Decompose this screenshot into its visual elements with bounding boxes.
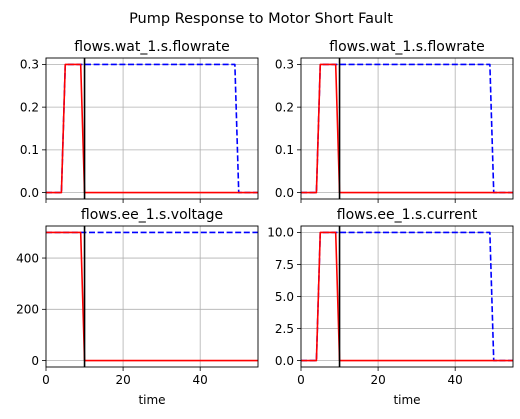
y-tick-label: 0 [31, 354, 39, 368]
y-tick-label: 5.0 [275, 290, 294, 304]
x-tick-label: 40 [448, 373, 463, 387]
faulty-series-line [46, 231, 258, 362]
nominal-series-line [301, 63, 513, 194]
y-tick-label: 2.5 [275, 322, 294, 336]
y-tick-label: 0.1 [275, 143, 294, 157]
y-tick-label: 7.5 [275, 258, 294, 272]
x-tick-label: 0 [297, 373, 305, 387]
x-tick-label: 20 [115, 373, 130, 387]
y-tick-label: 10.0 [267, 226, 294, 240]
axes-frame [45, 57, 259, 200]
faulty-series-line [301, 231, 513, 362]
y-tick-label: 0.0 [275, 186, 294, 200]
axes-frame [45, 225, 259, 368]
nominal-series-line [46, 63, 258, 194]
y-tick-label: 0.1 [20, 143, 39, 157]
x-tick-label: 20 [370, 373, 385, 387]
y-tick-label: 0.2 [275, 100, 294, 114]
y-tick-label: 0.2 [20, 100, 39, 114]
y-tick-label: 0.0 [275, 354, 294, 368]
chart-panel-1: 0.0 0.1 0.2 0.3 flows.wat_1.s.flowrate [20, 39, 259, 203]
y-tick-label: 0.0 [20, 186, 39, 200]
x-tick-label: 40 [193, 373, 208, 387]
y-tick-label: 0.3 [20, 58, 39, 72]
y-tick-label: 200 [16, 303, 39, 317]
chart-panel-4: 0 20 40 0.0 2.5 5.0 7.5 10.0 flows.ee_1.s.curren… [267, 207, 514, 407]
x-axis-label: time [138, 393, 165, 407]
chart-title: flows.wat_1.s.flowrate [329, 39, 484, 55]
y-tick-label: 0.3 [275, 58, 294, 72]
axes-frame [300, 57, 514, 200]
chart-title: flows.wat_1.s.flowrate [74, 39, 229, 55]
chart-title: flows.ee_1.s.voltage [81, 207, 223, 223]
x-axis-label: time [393, 393, 420, 407]
faulty-series-line [301, 63, 513, 194]
y-tick-label: 400 [16, 251, 39, 265]
chart-panel-2: 0.0 0.1 0.2 0.3 flows.wat_1.s.flowrate [275, 39, 514, 203]
faulty-series-line [46, 63, 258, 194]
chart-title: flows.ee_1.s.current [337, 207, 478, 223]
x-tick-label: 0 [42, 373, 50, 387]
figure-suptitle: Pump Response to Motor Short Fault [129, 11, 393, 27]
